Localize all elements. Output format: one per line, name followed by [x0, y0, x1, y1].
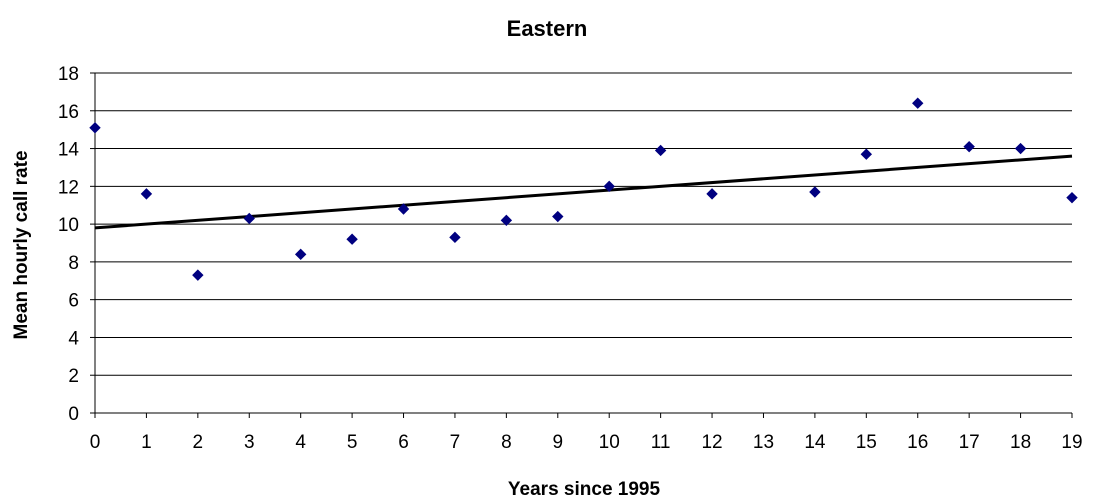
x-tick-label: 9 — [553, 432, 564, 453]
y-tick-label: 18 — [58, 64, 79, 85]
data-point — [192, 269, 204, 281]
gridlines — [95, 72, 1072, 376]
x-tick-labels: 0 1 2 3 4 5 6 7 8 9 10 11 12 13 14 15 16 17 18 19 — [90, 432, 1083, 453]
x-tick-label: 8 — [501, 432, 512, 453]
x-tick-label: 1 — [141, 432, 152, 453]
y-tick-label: 10 — [58, 215, 79, 236]
x-tick-label: 17 — [959, 432, 980, 453]
data-point — [654, 144, 667, 157]
y-tick-label: 16 — [58, 102, 79, 123]
x-tick-label: 2 — [193, 432, 204, 453]
x-tick-label: 14 — [804, 432, 826, 453]
y-tick-label: 8 — [68, 253, 79, 274]
y-axis-label: Mean hourly call rate — [11, 150, 32, 339]
trendline-layer — [94, 154, 1073, 230]
y-tick-label: 2 — [68, 366, 79, 387]
data-point — [552, 210, 564, 223]
x-tick-label: 12 — [701, 432, 722, 453]
data-point — [397, 203, 410, 215]
x-tick-label: 4 — [295, 432, 306, 453]
y-tick-label: 12 — [58, 177, 79, 198]
data-point — [89, 122, 101, 134]
data-point — [1014, 142, 1027, 155]
data-point — [706, 188, 718, 200]
x-tick-label: 5 — [347, 432, 358, 453]
x-tick-label: 7 — [450, 432, 461, 453]
chart-title: Eastern — [507, 16, 588, 41]
x-tick-label: 13 — [753, 432, 774, 453]
y-tick-label: 4 — [68, 328, 79, 349]
data-point — [603, 180, 615, 193]
y-tick-label: 6 — [68, 291, 79, 312]
x-tick-label: 3 — [244, 432, 255, 453]
data-points — [89, 97, 1078, 281]
x-tick-label: 16 — [907, 432, 928, 453]
data-point — [912, 97, 924, 109]
x-tick-label: 10 — [599, 432, 620, 453]
y-tick-label: 14 — [58, 140, 80, 161]
x-axis-label: Years since 1995 — [508, 479, 661, 500]
data-point — [243, 212, 255, 225]
x-tick-label: 11 — [651, 432, 671, 453]
trendline — [94, 154, 1073, 230]
x-tick-label: 6 — [398, 432, 409, 453]
data-point — [294, 248, 307, 261]
y-tick-label: 0 — [68, 404, 79, 425]
x-tick-label: 0 — [90, 432, 101, 453]
x-tick-label: 15 — [856, 432, 877, 453]
data-point — [500, 214, 513, 227]
axes — [90, 72, 1073, 418]
data-point — [1066, 191, 1078, 204]
y-tick-labels: 0 2 4 6 8 10 12 14 16 18 — [58, 64, 80, 425]
data-point — [809, 186, 821, 198]
x-tick-label: 18 — [1010, 432, 1031, 453]
data-point — [140, 188, 153, 200]
data-point — [449, 231, 461, 244]
data-point — [963, 140, 975, 153]
data-point — [860, 148, 873, 160]
x-tick-label: 19 — [1061, 432, 1082, 453]
data-point — [346, 233, 358, 245]
